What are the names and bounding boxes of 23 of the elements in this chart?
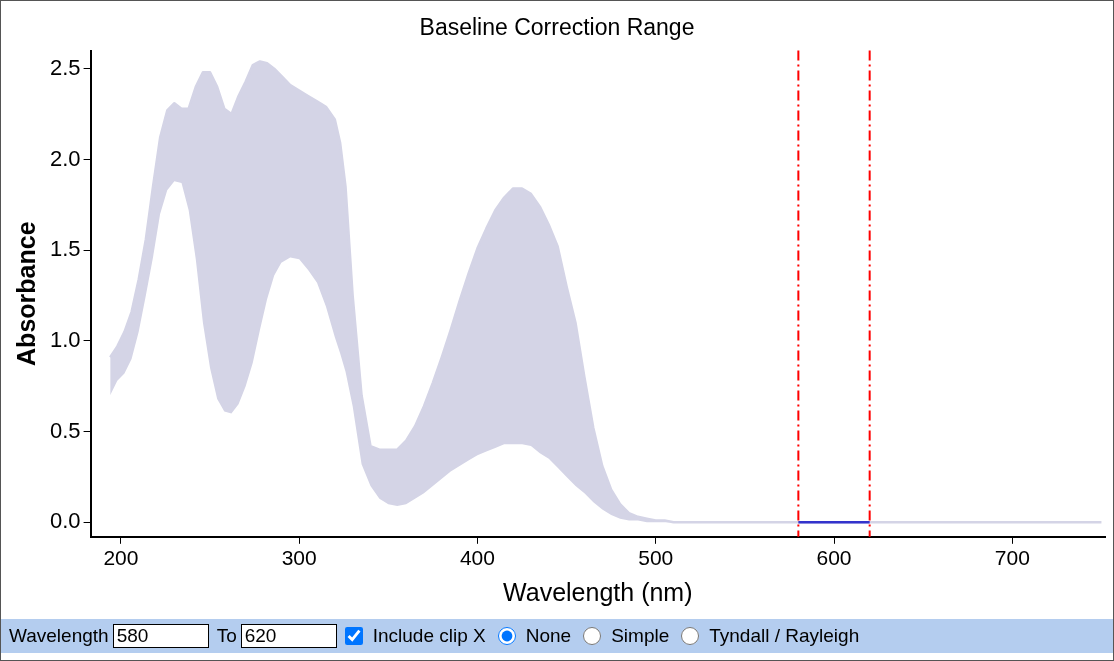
x-tick-label: 200 — [103, 546, 139, 570]
text: Include clip X — [372, 625, 486, 647]
y-tick-label: 2.5 — [49, 54, 81, 80]
y-tick-label: 2.0 — [49, 145, 81, 171]
x-tick-label: 600 — [816, 546, 852, 570]
y-tick-label: 1.0 — [49, 326, 81, 352]
y-axis-title: Absorbance — [11, 221, 40, 366]
to-field: 620 — [240, 624, 337, 648]
x-tick-label: 400 — [459, 546, 495, 570]
text: To — [216, 625, 237, 647]
text: Wavelength — [9, 625, 109, 647]
chart-title: Baseline Correction Range — [419, 14, 695, 41]
x-tick-label: 500 — [638, 546, 674, 570]
text: None — [525, 625, 572, 647]
y-tick-label: 0.0 — [49, 508, 81, 534]
y-tick-label: 1.5 — [49, 236, 81, 262]
from-field: 580 — [112, 624, 209, 648]
y-tick-label: 0.5 — [49, 417, 81, 443]
x-axis-title: Wavelength (nm) — [503, 577, 693, 606]
x-tick-label: 300 — [281, 546, 317, 570]
text: Simple — [611, 625, 670, 647]
x-tick-label: 700 — [994, 546, 1030, 570]
text: Tyndall / Rayleigh — [709, 625, 860, 647]
